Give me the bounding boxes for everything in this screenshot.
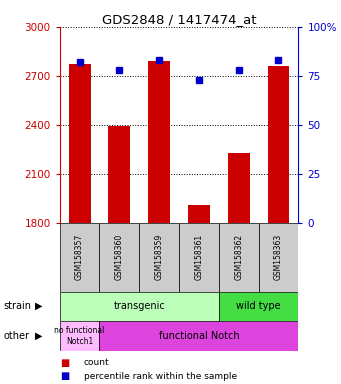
- Bar: [258, 223, 298, 292]
- Text: ■: ■: [60, 358, 69, 368]
- Bar: [60, 223, 100, 292]
- Bar: [179, 223, 219, 292]
- Text: functional Notch: functional Notch: [159, 331, 239, 341]
- Text: count: count: [84, 358, 109, 367]
- Bar: [219, 223, 258, 292]
- Bar: [60, 321, 100, 351]
- Bar: [148, 61, 170, 223]
- Text: GSM158361: GSM158361: [194, 234, 204, 280]
- Text: GSM158357: GSM158357: [75, 234, 84, 280]
- Bar: [100, 321, 298, 351]
- Bar: [219, 292, 298, 321]
- Bar: [188, 205, 210, 223]
- Text: GSM158359: GSM158359: [154, 234, 164, 280]
- Text: GSM158363: GSM158363: [274, 234, 283, 280]
- Text: GSM158362: GSM158362: [234, 234, 243, 280]
- Text: transgenic: transgenic: [113, 301, 165, 311]
- Title: GDS2848 / 1417474_at: GDS2848 / 1417474_at: [102, 13, 256, 26]
- Text: no functional
Notch1: no functional Notch1: [54, 326, 105, 346]
- Bar: [69, 65, 90, 223]
- Bar: [100, 223, 139, 292]
- Text: percentile rank within the sample: percentile rank within the sample: [84, 372, 237, 381]
- Bar: [108, 126, 130, 223]
- Text: ▶: ▶: [35, 301, 43, 311]
- Bar: [268, 66, 290, 223]
- Bar: [228, 152, 250, 223]
- Text: GSM158360: GSM158360: [115, 234, 124, 280]
- Text: ▶: ▶: [35, 331, 43, 341]
- Bar: [60, 292, 219, 321]
- Text: other: other: [3, 331, 29, 341]
- Text: strain: strain: [3, 301, 31, 311]
- Bar: [139, 223, 179, 292]
- Text: ■: ■: [60, 371, 69, 381]
- Text: wild type: wild type: [236, 301, 281, 311]
